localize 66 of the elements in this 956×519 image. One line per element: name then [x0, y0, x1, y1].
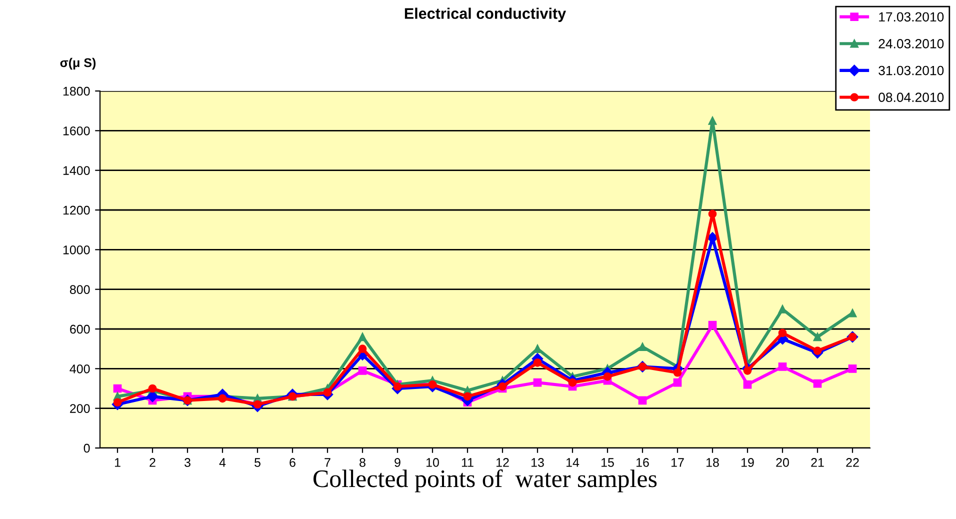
- x-tick-label: 5: [254, 458, 260, 467]
- x-axis-title: Collected points of water samples: [313, 469, 657, 492]
- point: [778, 362, 787, 371]
- point: [358, 366, 367, 375]
- chart-title: Electrical conductivity: [404, 8, 566, 22]
- y-tick-label: 1800: [63, 86, 90, 96]
- x-tick-label: 7: [324, 458, 330, 467]
- point: [813, 379, 822, 388]
- x-tick-label: 20: [776, 458, 789, 467]
- x-tick-label: 4: [219, 458, 226, 467]
- point: [813, 332, 822, 342]
- point: [708, 116, 717, 125]
- y-tick-label: 600: [70, 324, 90, 334]
- x-tick-label: 17: [672, 458, 684, 467]
- x-tick-label: 9: [394, 458, 400, 467]
- x-tick-label: 16: [636, 458, 649, 467]
- point: [708, 210, 717, 218]
- x-tick-label: 21: [811, 458, 824, 467]
- point: [778, 328, 787, 338]
- x-tick-label: 2: [150, 458, 156, 467]
- point: [743, 380, 752, 389]
- y-tick-label: 1000: [63, 245, 90, 254]
- x-tick-label: 12: [496, 458, 509, 467]
- x-tick-label: 14: [566, 458, 580, 467]
- legend-label: 08.04.2010: [878, 92, 944, 102]
- x-tick-label: 22: [846, 458, 859, 467]
- y-tick-label: 200: [70, 404, 90, 413]
- point: [813, 346, 822, 355]
- legend-label: 24.03.2010: [878, 39, 944, 48]
- y-tick-label: 1200: [63, 206, 90, 215]
- x-tick-label: 13: [532, 458, 544, 467]
- y-tick-label: 1600: [63, 126, 90, 136]
- x-tick-label: 8: [360, 458, 366, 467]
- point: [603, 372, 612, 381]
- point: [848, 308, 857, 318]
- y-axis-title: σ(μ S): [60, 58, 96, 70]
- x-tick-label: 3: [184, 458, 190, 467]
- point: [463, 392, 472, 401]
- point: [638, 342, 647, 352]
- legend-label: 17.03.2010: [879, 12, 944, 22]
- point: [568, 378, 577, 387]
- point: [358, 344, 367, 353]
- y-tick-label: 0: [84, 444, 90, 453]
- x-tick-label: 6: [290, 458, 296, 467]
- point: [533, 378, 542, 387]
- x-tick-label: 19: [742, 458, 754, 467]
- point: [708, 320, 717, 330]
- point: [113, 384, 122, 393]
- x-tick-label: 18: [706, 458, 719, 467]
- y-tick-label: 400: [70, 364, 90, 374]
- y-tick-label: 1400: [63, 166, 90, 175]
- point: [743, 366, 752, 375]
- x-tick-label: 11: [462, 458, 474, 467]
- point: [358, 332, 367, 342]
- point: [638, 396, 647, 405]
- x-tick-label: 10: [426, 458, 439, 467]
- point: [533, 358, 542, 367]
- point: [673, 378, 682, 387]
- x-tick-label: 1: [114, 458, 120, 467]
- point: [673, 368, 682, 377]
- x-tick-label: 15: [602, 458, 614, 467]
- point: [848, 364, 857, 373]
- point: [146, 390, 158, 402]
- y-tick-label: 800: [70, 285, 90, 294]
- point: [113, 398, 122, 407]
- legend-label: 31.03.2010: [878, 66, 944, 76]
